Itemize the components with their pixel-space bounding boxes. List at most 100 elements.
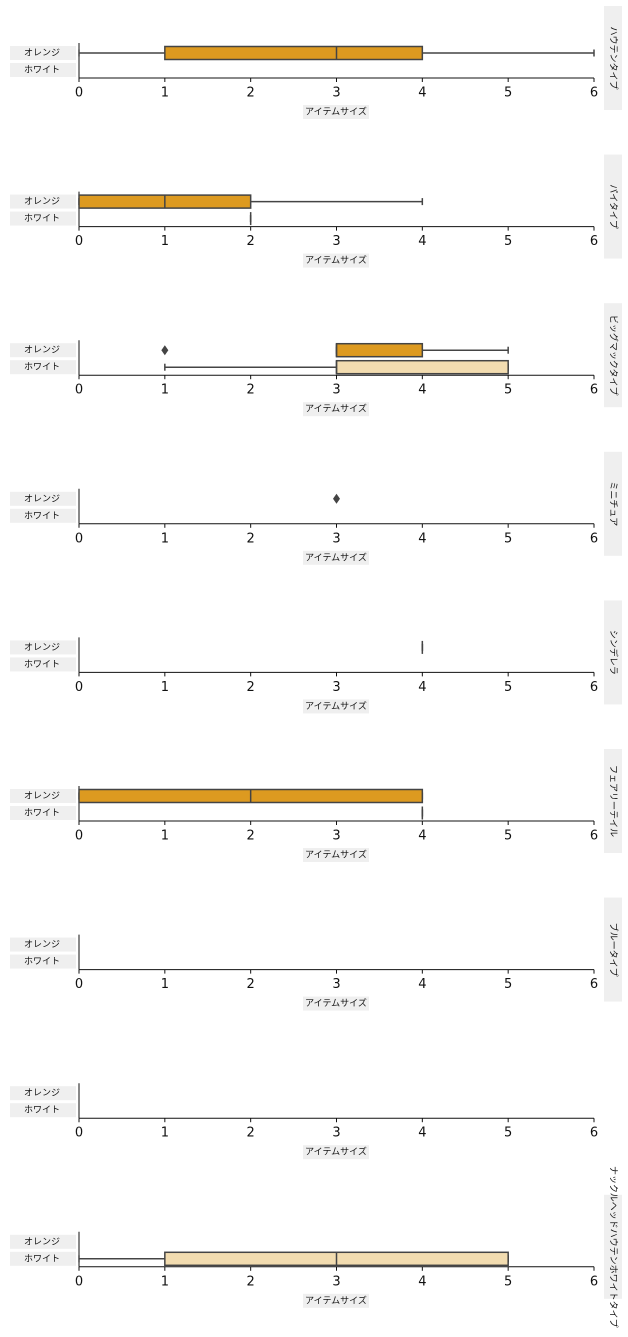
facet-label: フェアリーテイル bbox=[608, 765, 619, 837]
x-tick-label: 3 bbox=[332, 1274, 340, 1289]
facet-bg bbox=[604, 451, 622, 556]
x-tick-label: 4 bbox=[418, 86, 426, 101]
x-tick-label: 1 bbox=[161, 234, 169, 249]
x-tick-label: 3 bbox=[332, 531, 340, 546]
label-bg bbox=[303, 402, 369, 417]
x-tick-label: 0 bbox=[75, 531, 83, 546]
y-tick-label: ホワイト bbox=[24, 510, 60, 521]
label-bg bbox=[303, 996, 369, 1011]
label-bg bbox=[10, 1251, 76, 1266]
facet-bg bbox=[604, 897, 622, 1002]
x-tick-label: 6 bbox=[590, 977, 598, 992]
y-tick-label: オレンジ bbox=[24, 1236, 60, 1247]
x-tick-label: 0 bbox=[75, 977, 83, 992]
x-tick-label: 0 bbox=[75, 1126, 83, 1141]
x-tick-label: 4 bbox=[418, 977, 426, 992]
x-tick-label: 4 bbox=[418, 829, 426, 844]
facet-label: ミニチュア bbox=[608, 481, 619, 526]
x-tick-label: 1 bbox=[161, 383, 169, 398]
x-tick-label: 4 bbox=[418, 531, 426, 546]
y-tick-label: ホワイト bbox=[24, 362, 60, 373]
x-axis-label: アイテムサイズ bbox=[305, 254, 367, 266]
x-tick-label: 5 bbox=[504, 1274, 512, 1289]
x-tick-label: 2 bbox=[247, 1126, 255, 1141]
x-tick-label: 0 bbox=[75, 234, 83, 249]
facet-label: パイタイプ bbox=[608, 184, 619, 229]
x-tick-label: 6 bbox=[590, 86, 598, 101]
x-tick-label: 4 bbox=[418, 680, 426, 695]
y-tick-label: オレンジ bbox=[24, 642, 60, 653]
x-tick-label: 4 bbox=[418, 1274, 426, 1289]
outlier bbox=[161, 345, 169, 356]
label-bg bbox=[10, 211, 76, 226]
x-tick-label: 0 bbox=[75, 86, 83, 101]
x-tick-label: 5 bbox=[504, 234, 512, 249]
x-tick-label: 4 bbox=[418, 1126, 426, 1141]
label-bg bbox=[10, 360, 76, 375]
y-tick-label: オレンジ bbox=[24, 345, 60, 356]
facet-bg bbox=[604, 600, 622, 705]
x-tick-label: 5 bbox=[504, 1126, 512, 1141]
x-axis-label: アイテムサイズ bbox=[305, 1146, 367, 1158]
label-bg bbox=[10, 194, 76, 209]
x-tick-label: 0 bbox=[75, 680, 83, 695]
y-tick-label: オレンジ bbox=[24, 196, 60, 207]
x-tick-label: 6 bbox=[590, 1126, 598, 1141]
x-tick-label: 2 bbox=[247, 531, 255, 546]
label-bg bbox=[303, 699, 369, 714]
label-bg bbox=[303, 550, 369, 565]
x-tick-label: 5 bbox=[504, 829, 512, 844]
x-tick-label: 2 bbox=[247, 829, 255, 844]
label-bg bbox=[303, 848, 369, 862]
label-bg bbox=[10, 789, 76, 803]
x-tick-label: 0 bbox=[75, 829, 83, 844]
label-bg bbox=[10, 640, 76, 655]
label-bg bbox=[10, 806, 76, 820]
label-bg bbox=[10, 508, 76, 523]
x-tick-label: 6 bbox=[590, 383, 598, 398]
x-tick-label: 5 bbox=[504, 977, 512, 992]
y-tick-label: ホワイト bbox=[24, 659, 60, 670]
x-tick-label: 1 bbox=[161, 829, 169, 844]
label-bg bbox=[303, 1145, 369, 1160]
label-bg bbox=[10, 491, 76, 506]
x-tick-label: 3 bbox=[332, 86, 340, 101]
x-tick-label: 1 bbox=[161, 977, 169, 992]
y-tick-label: ホワイト bbox=[24, 65, 60, 76]
box bbox=[164, 45, 424, 61]
label-bg bbox=[303, 253, 369, 268]
label-bg bbox=[10, 1086, 76, 1101]
x-tick-label: 5 bbox=[504, 531, 512, 546]
label-bg bbox=[10, 63, 76, 77]
label-bg bbox=[10, 1234, 76, 1249]
x-tick-label: 1 bbox=[161, 680, 169, 695]
y-tick-label: オレンジ bbox=[24, 1088, 60, 1099]
y-tick-label: ホワイト bbox=[24, 956, 60, 967]
x-tick-label: 1 bbox=[161, 86, 169, 101]
x-tick-label: 2 bbox=[247, 383, 255, 398]
y-tick-label: オレンジ bbox=[24, 48, 60, 59]
x-tick-label: 5 bbox=[504, 86, 512, 101]
x-tick-label: 6 bbox=[590, 829, 598, 844]
x-axis-label: アイテムサイズ bbox=[305, 700, 367, 712]
facet-label: シンデレラ bbox=[608, 630, 620, 675]
y-tick-label: オレンジ bbox=[24, 791, 60, 802]
x-tick-label: 0 bbox=[75, 1274, 83, 1289]
x-tick-label: 1 bbox=[161, 531, 169, 546]
label-bg bbox=[10, 657, 76, 672]
x-tick-label: 3 bbox=[332, 829, 340, 844]
x-tick-label: 4 bbox=[418, 234, 426, 249]
x-tick-label: 3 bbox=[332, 383, 340, 398]
y-tick-label: オレンジ bbox=[24, 939, 60, 950]
x-tick-label: 3 bbox=[332, 977, 340, 992]
x-tick-label: 6 bbox=[590, 680, 598, 695]
x-axis-label: アイテムサイズ bbox=[305, 403, 367, 415]
label-bg bbox=[303, 105, 369, 119]
x-tick-label: 4 bbox=[418, 383, 426, 398]
box bbox=[335, 342, 424, 358]
x-tick-label: 6 bbox=[590, 1274, 598, 1289]
label-bg bbox=[10, 954, 76, 969]
x-axis-label: アイテムサイズ bbox=[305, 106, 367, 118]
x-tick-label: 2 bbox=[247, 977, 255, 992]
